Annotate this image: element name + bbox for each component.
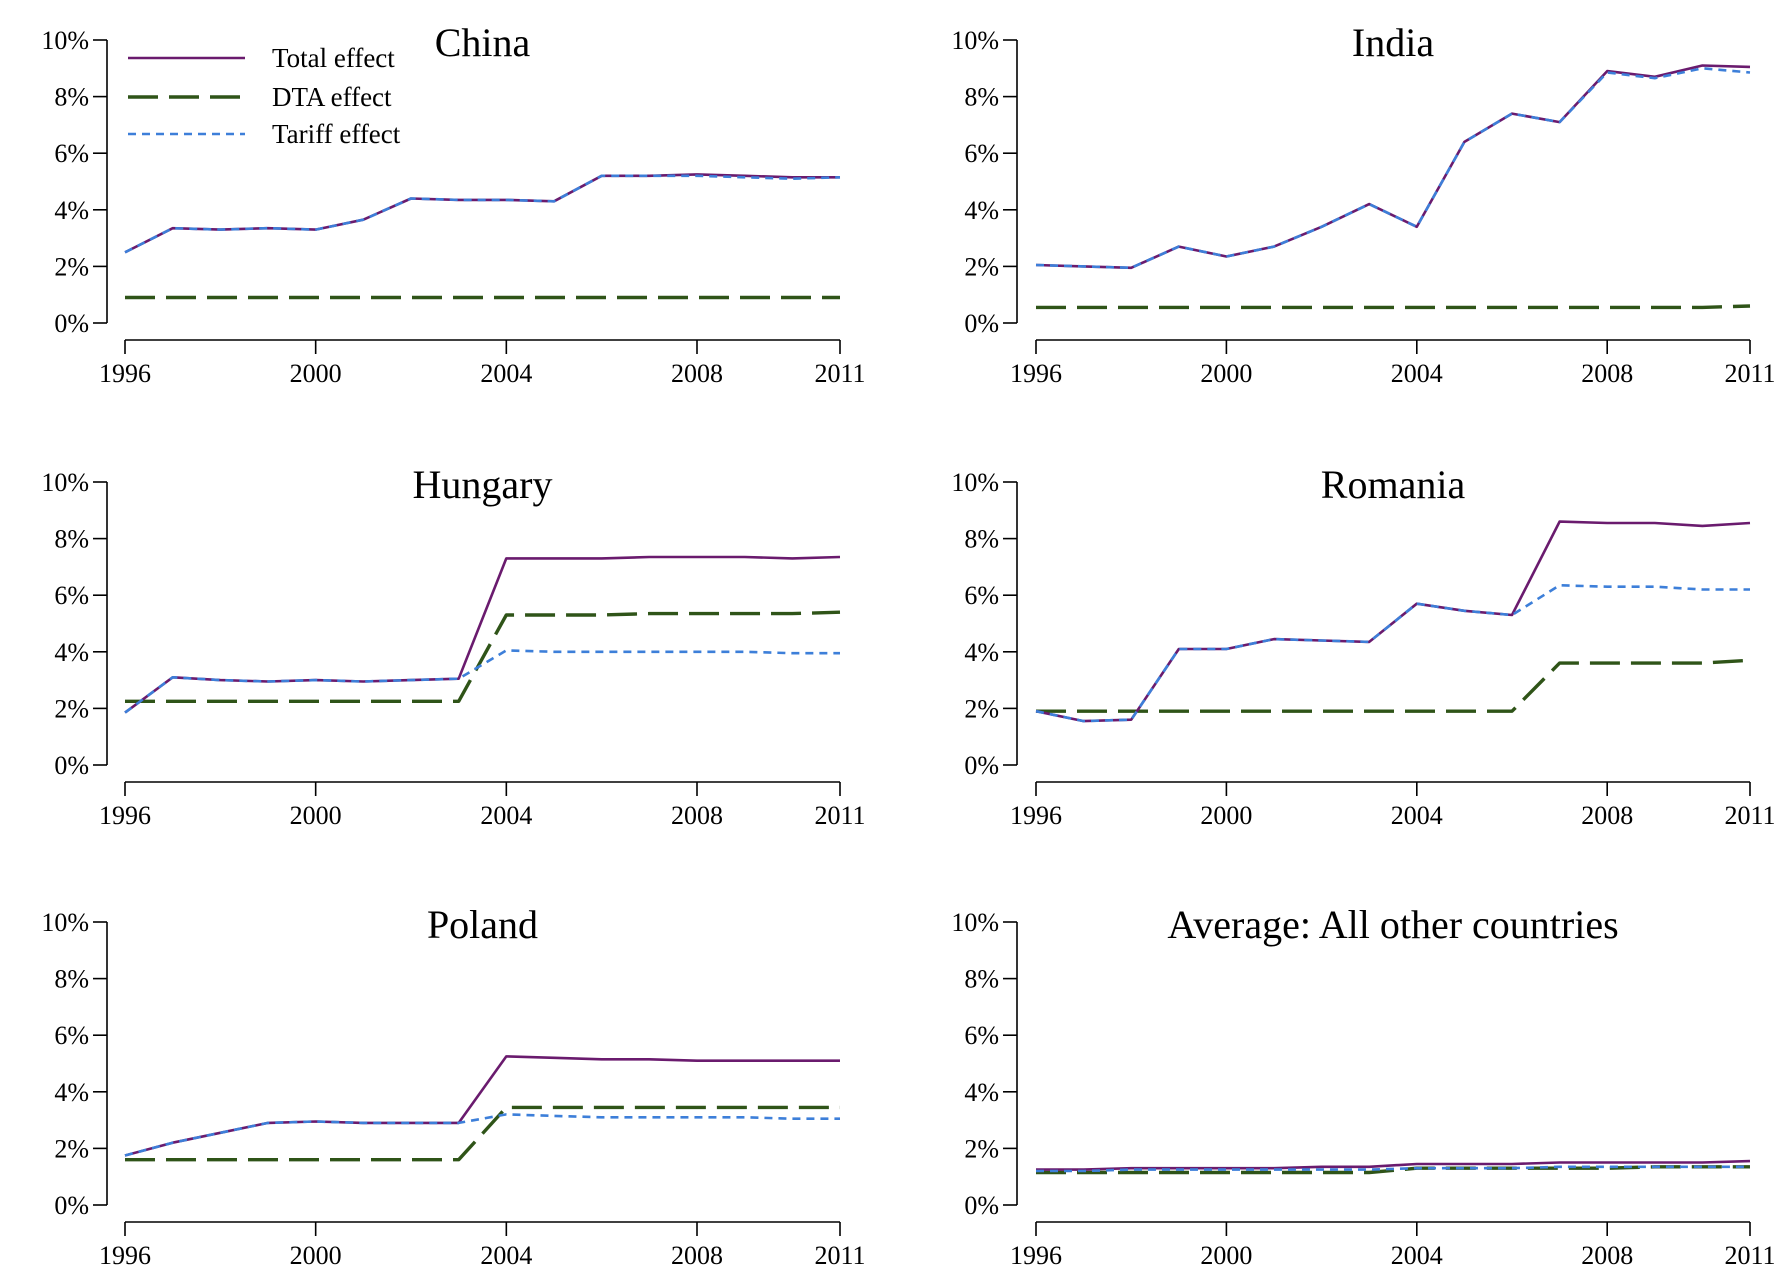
y-tick-label: 8% xyxy=(54,83,89,112)
y-tick-label: 4% xyxy=(54,638,89,667)
series-line-total-effect xyxy=(1036,1159,1751,1171)
panel-title: China xyxy=(435,20,531,65)
panel-title: Poland xyxy=(427,902,538,947)
y-tick-label: 4% xyxy=(964,638,999,667)
panel-india: 0% 2% 4% 6% 8% 10% 1996 2000 2004 2008 2011 India xyxy=(951,20,1775,388)
x-tick-label: 2004 xyxy=(480,359,532,388)
panel-title: Hungary xyxy=(413,462,553,507)
y-tick-label: 0% xyxy=(964,751,999,780)
x-tick-label: 1996 xyxy=(99,359,151,388)
x-tick-label: 2008 xyxy=(1581,801,1633,830)
panel-romania: 0% 2% 4% 6% 8% 10% 1996 2000 2004 2008 2011 Romania xyxy=(951,462,1775,830)
y-tick-label: 0% xyxy=(54,309,89,338)
x-tick-label: 2000 xyxy=(1200,1241,1252,1270)
y-tick-label: 4% xyxy=(54,1078,89,1107)
y-tick-label: 10% xyxy=(41,468,89,497)
y-tick-label: 4% xyxy=(54,196,89,225)
y-tick-label: 0% xyxy=(964,309,999,338)
series-line-total-effect xyxy=(124,1055,840,1157)
y-tick-label: 2% xyxy=(964,252,999,281)
x-tick-label: 2011 xyxy=(1724,1241,1775,1270)
x-tick-label: 2011 xyxy=(1724,801,1775,830)
x-tick-label: 2011 xyxy=(814,359,865,388)
y-tick-label: 0% xyxy=(54,1191,89,1220)
y-tick-label: 6% xyxy=(54,581,89,610)
x-tick-label: 2008 xyxy=(671,1241,723,1270)
series-line-total-effect xyxy=(1035,520,1751,723)
x-tick-label: 2008 xyxy=(1581,1241,1633,1270)
y-tick-label: 6% xyxy=(964,1021,999,1050)
legend-label: DTA effect xyxy=(272,82,392,112)
series-line-tariff-effect xyxy=(124,649,840,714)
y-tick-label: 4% xyxy=(964,1078,999,1107)
x-tick-label: 2000 xyxy=(290,359,342,388)
panel-average-all-other-countries: 0% 2% 4% 6% 8% 10% 1996 2000 2004 2008 2011 Average… xyxy=(951,902,1775,1270)
x-tick-label: 1996 xyxy=(99,1241,151,1270)
x-tick-label: 2004 xyxy=(1391,359,1443,388)
series-line-total-effect xyxy=(1035,64,1751,270)
x-tick-label: 1996 xyxy=(1010,1241,1062,1270)
panel-china: 0% 2% 4% 6% 8% 10% 1996 2000 2004 2008 2011 China xyxy=(41,20,865,388)
x-tick-label: 2004 xyxy=(480,1241,532,1270)
legend-label: Tariff effect xyxy=(272,119,401,149)
x-tick-label: 2011 xyxy=(1724,359,1775,388)
y-tick-label: 8% xyxy=(964,965,999,994)
x-tick-label: 2008 xyxy=(671,359,723,388)
y-tick-label: 6% xyxy=(964,581,999,610)
y-tick-label: 10% xyxy=(41,908,89,937)
y-tick-label: 8% xyxy=(964,83,999,112)
y-tick-label: 8% xyxy=(54,525,89,554)
y-tick-label: 8% xyxy=(54,965,89,994)
y-tick-label: 2% xyxy=(964,694,999,723)
panel-title: India xyxy=(1352,20,1434,65)
x-tick-label: 2000 xyxy=(1200,359,1252,388)
panel-title: Romania xyxy=(1321,462,1466,507)
y-tick-label: 10% xyxy=(41,26,89,55)
series-line-dta-effect xyxy=(125,610,841,703)
x-tick-label: 2000 xyxy=(290,1241,342,1270)
series-line-tariff-effect xyxy=(1035,583,1750,723)
series-line-total-effect xyxy=(124,173,840,254)
legend: Total effect DTA effect Tariff effect xyxy=(128,43,401,149)
x-tick-label: 2004 xyxy=(1391,1241,1443,1270)
panel-poland: 0% 2% 4% 6% 8% 10% 1996 2000 2004 2008 2011 Poland xyxy=(41,902,865,1270)
y-tick-label: 10% xyxy=(951,26,999,55)
y-tick-label: 2% xyxy=(54,694,89,723)
panel-title: Average: All other countries xyxy=(1167,902,1618,947)
y-tick-label: 2% xyxy=(54,1134,89,1163)
x-tick-label: 2008 xyxy=(1581,359,1633,388)
y-tick-label: 0% xyxy=(964,1191,999,1220)
y-tick-label: 8% xyxy=(964,525,999,554)
x-tick-label: 2000 xyxy=(290,801,342,830)
series-line-dta-effect xyxy=(1036,658,1751,713)
y-tick-label: 2% xyxy=(964,1134,999,1163)
y-tick-label: 2% xyxy=(54,252,89,281)
x-tick-label: 1996 xyxy=(1010,359,1062,388)
y-tick-label: 4% xyxy=(964,196,999,225)
series-line-total-effect xyxy=(124,555,841,714)
series-line-tariff-effect xyxy=(1036,1165,1750,1173)
y-tick-label: 6% xyxy=(54,1021,89,1050)
series-line-tariff-effect xyxy=(1035,67,1751,270)
y-tick-label: 10% xyxy=(951,908,999,937)
x-tick-label: 2008 xyxy=(671,801,723,830)
legend-label: Total effect xyxy=(272,43,395,73)
y-tick-label: 6% xyxy=(964,139,999,168)
series-line-dta-effect xyxy=(125,1105,840,1162)
x-tick-label: 2004 xyxy=(480,801,532,830)
series-line-tariff-effect xyxy=(124,174,841,254)
series-line-tariff-effect xyxy=(124,1113,840,1157)
y-tick-label: 0% xyxy=(54,751,89,780)
y-tick-label: 6% xyxy=(54,139,89,168)
panel-hungary: 0% 2% 4% 6% 8% 10% 1996 2000 2004 2008 2011 Hungary xyxy=(41,462,865,830)
series-line-dta-effect xyxy=(1036,304,1751,310)
x-tick-label: 1996 xyxy=(99,801,151,830)
x-tick-label: 1996 xyxy=(1010,801,1062,830)
x-tick-label: 2011 xyxy=(814,1241,865,1270)
y-tick-label: 10% xyxy=(951,468,999,497)
x-tick-label: 2011 xyxy=(814,801,865,830)
x-tick-label: 2004 xyxy=(1391,801,1443,830)
x-tick-label: 2000 xyxy=(1200,801,1252,830)
